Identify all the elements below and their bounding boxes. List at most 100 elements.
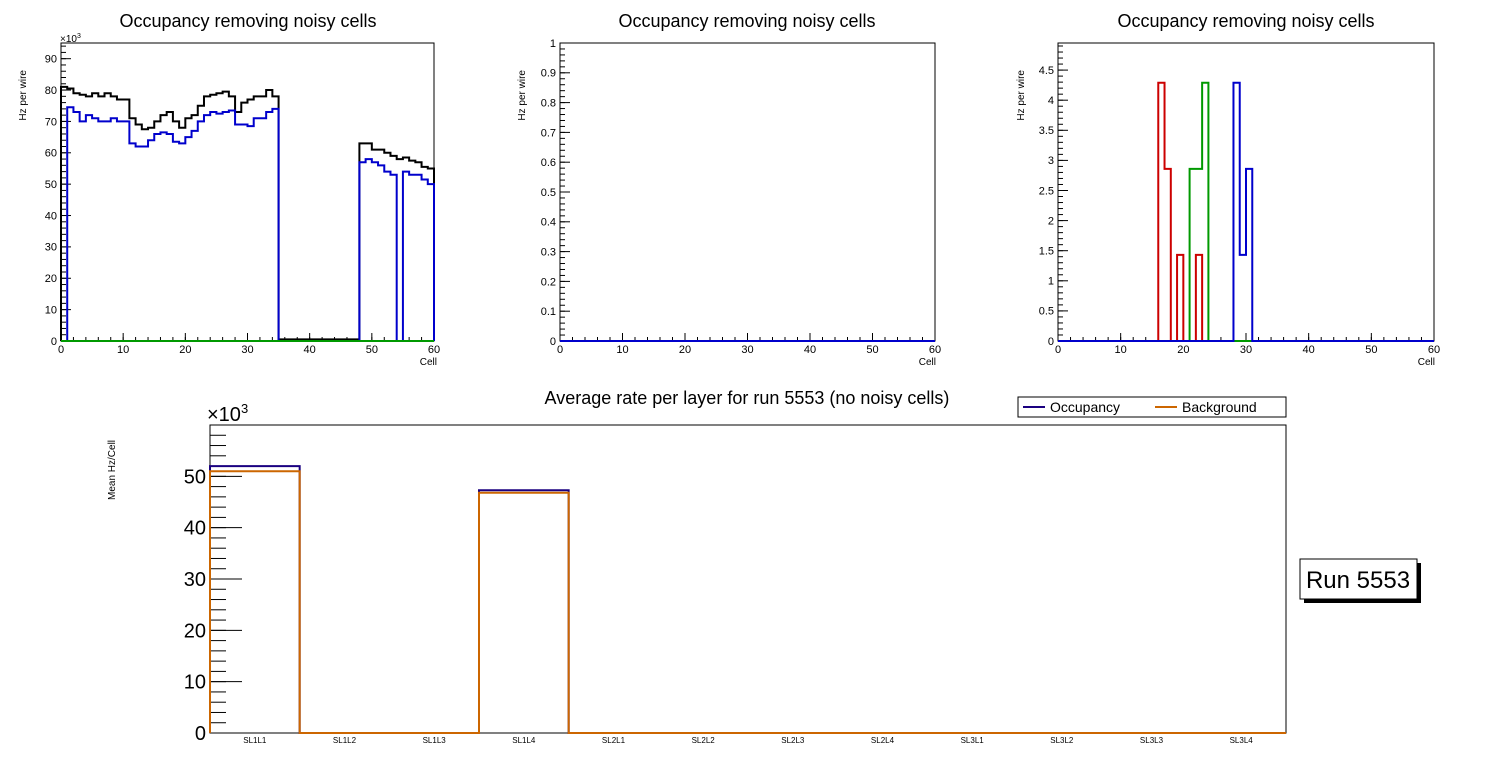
y-tick-label: 2 <box>1048 215 1054 227</box>
y-tick-label: 40 <box>184 518 206 540</box>
x-tick-label: 10 <box>1115 344 1127 356</box>
x-category-label: SL2L3 <box>781 736 805 745</box>
y-tick-label: 30 <box>45 242 57 254</box>
panel-2-frame <box>559 42 936 342</box>
run-label-frame <box>1299 558 1418 600</box>
y-tick-label: 4.5 <box>1039 65 1054 77</box>
panel-top-right: Occupancy removing noisy cells Hz per wi… <box>1016 11 1440 368</box>
series-blue-line <box>61 106 435 342</box>
y-tick-label: 1 <box>1048 276 1054 288</box>
x-tick-label: 40 <box>1303 344 1315 356</box>
panel-4-title: Average rate per layer for run 5553 (no … <box>545 388 950 408</box>
y-tick-label: 0 <box>1048 336 1054 348</box>
legend-background-label: Background <box>1182 399 1257 415</box>
y-tick-label: 20 <box>45 273 57 285</box>
panel-top-left: Occupancy removing noisy cells Hz per wi… <box>18 11 440 368</box>
y-tick-label: 0.3 <box>541 246 556 258</box>
x-category-label: SL3L3 <box>1140 736 1164 745</box>
x-category-label: SL1L4 <box>512 736 536 745</box>
panel-2-xlabel: Cell <box>919 357 936 368</box>
panel-2-title: Occupancy removing noisy cells <box>618 11 875 31</box>
y-tick-label: 40 <box>45 210 57 222</box>
panel-top-middle: Occupancy removing noisy cells Hz per wi… <box>517 11 941 368</box>
x-category-label: SL2L2 <box>692 736 716 745</box>
panel-bottom: Average rate per layer for run 5553 (no … <box>107 388 1287 745</box>
x-tick-label: 50 <box>1365 344 1377 356</box>
y-tick-label: 0 <box>195 723 206 745</box>
x-tick-label: 30 <box>1240 344 1252 356</box>
x-tick-label: 20 <box>679 344 691 356</box>
panel-1-frame <box>60 42 435 342</box>
x-category-label: SL1L1 <box>243 736 267 745</box>
x-tick-label: 20 <box>1177 344 1189 356</box>
x-tick-label: 30 <box>241 344 253 356</box>
panel-4-frame <box>209 424 1287 734</box>
run-label-text: Run 5553 <box>1306 567 1410 594</box>
panel-3-xlabel: Cell <box>1418 357 1435 368</box>
y-tick-label: 0.4 <box>541 217 556 229</box>
legend-box <box>1017 396 1287 418</box>
y-tick-label: 10 <box>184 672 206 694</box>
x-tick-label: 60 <box>929 344 941 356</box>
series-blue-line <box>1058 81 1434 342</box>
x-tick-label: 60 <box>428 344 440 356</box>
y-tick-label: 70 <box>45 116 57 128</box>
x-category-label: SL2L4 <box>871 736 895 745</box>
y-tick-label: 90 <box>45 54 57 66</box>
panel-4-ylabel: Mean Hz/Cell <box>107 440 118 500</box>
y-tick-label: 0.8 <box>541 97 556 109</box>
y-tick-label: 0.9 <box>541 68 556 80</box>
panel-2-ylabel: Hz per wire <box>517 70 528 121</box>
x-tick-label: 0 <box>557 344 563 356</box>
y-tick-label: 0.5 <box>541 187 556 199</box>
y-tick-label: 1 <box>550 38 556 50</box>
legend: Occupancy Background <box>1017 396 1287 418</box>
y-tick-label: 0.5 <box>1039 306 1054 318</box>
y-tick-label: 0.6 <box>541 157 556 169</box>
x-tick-label: 40 <box>304 344 316 356</box>
x-category-label: SL1L3 <box>423 736 447 745</box>
x-tick-label: 10 <box>616 344 628 356</box>
x-category-label: SL2L1 <box>602 736 626 745</box>
x-tick-label: 50 <box>866 344 878 356</box>
y-tick-label: 1.5 <box>1039 246 1054 258</box>
legend-occupancy-label: Occupancy <box>1050 399 1120 415</box>
y-tick-label: 4 <box>1048 95 1054 107</box>
y-tick-label: 60 <box>45 148 57 160</box>
y-tick-label: 0.2 <box>541 276 556 288</box>
panel-3-ylabel: Hz per wire <box>1016 70 1027 121</box>
panel-3-series <box>1058 81 1434 342</box>
y-tick-label: 30 <box>184 569 206 591</box>
y-tick-label: 0.7 <box>541 127 556 139</box>
panel-3-axes: 0 0.5 1 1.5 2 2.5 3 3.5 4 4.5 0 10 20 30 40 50 60 <box>1039 45 1440 356</box>
run-label-box: Run 5553 <box>1299 558 1421 603</box>
y-tick-label: 50 <box>184 466 206 488</box>
y-tick-label: 3.5 <box>1039 125 1054 137</box>
panel-4-series <box>209 465 1286 734</box>
x-tick-label: 50 <box>366 344 378 356</box>
y-tick-label: 10 <box>45 304 57 316</box>
series-black-line <box>60 85 435 341</box>
panel-1-ylabel: Hz per wire <box>18 70 29 121</box>
y-tick-label: 50 <box>45 179 57 191</box>
panel-2-axes: 00.10.20.30.40.50.60.70.80.910 10 20 30 40 50… <box>541 38 941 356</box>
panel-1-series <box>60 85 435 342</box>
y-tick-label: 80 <box>45 85 57 97</box>
panel-1-title: Occupancy removing noisy cells <box>119 11 376 31</box>
y-tick-label: 0 <box>550 336 556 348</box>
panel-4-axes: 0 10 20 30 40 50 SL1L1 SL1L2 SL1L3 SL1L4 SL2L1 SL2L… <box>184 424 1253 745</box>
x-tick-label: 10 <box>117 344 129 356</box>
y-tick-label: 0 <box>51 336 57 348</box>
x-tick-label: 30 <box>741 344 753 356</box>
y-tick-label: 2.5 <box>1039 185 1054 197</box>
series-occupancy-line <box>209 465 1286 734</box>
x-category-label: SL3L1 <box>961 736 985 745</box>
y-tick-label: 20 <box>184 620 206 642</box>
y-tick-label: 3 <box>1048 155 1054 167</box>
panel-1-xlabel: Cell <box>420 357 437 368</box>
x-category-label: SL1L2 <box>333 736 357 745</box>
panel-3-title: Occupancy removing noisy cells <box>1117 11 1374 31</box>
panel-1-exponent: ×103 <box>60 33 81 45</box>
series-background-line <box>209 470 1286 734</box>
y-tick-label: 0.1 <box>541 306 556 318</box>
